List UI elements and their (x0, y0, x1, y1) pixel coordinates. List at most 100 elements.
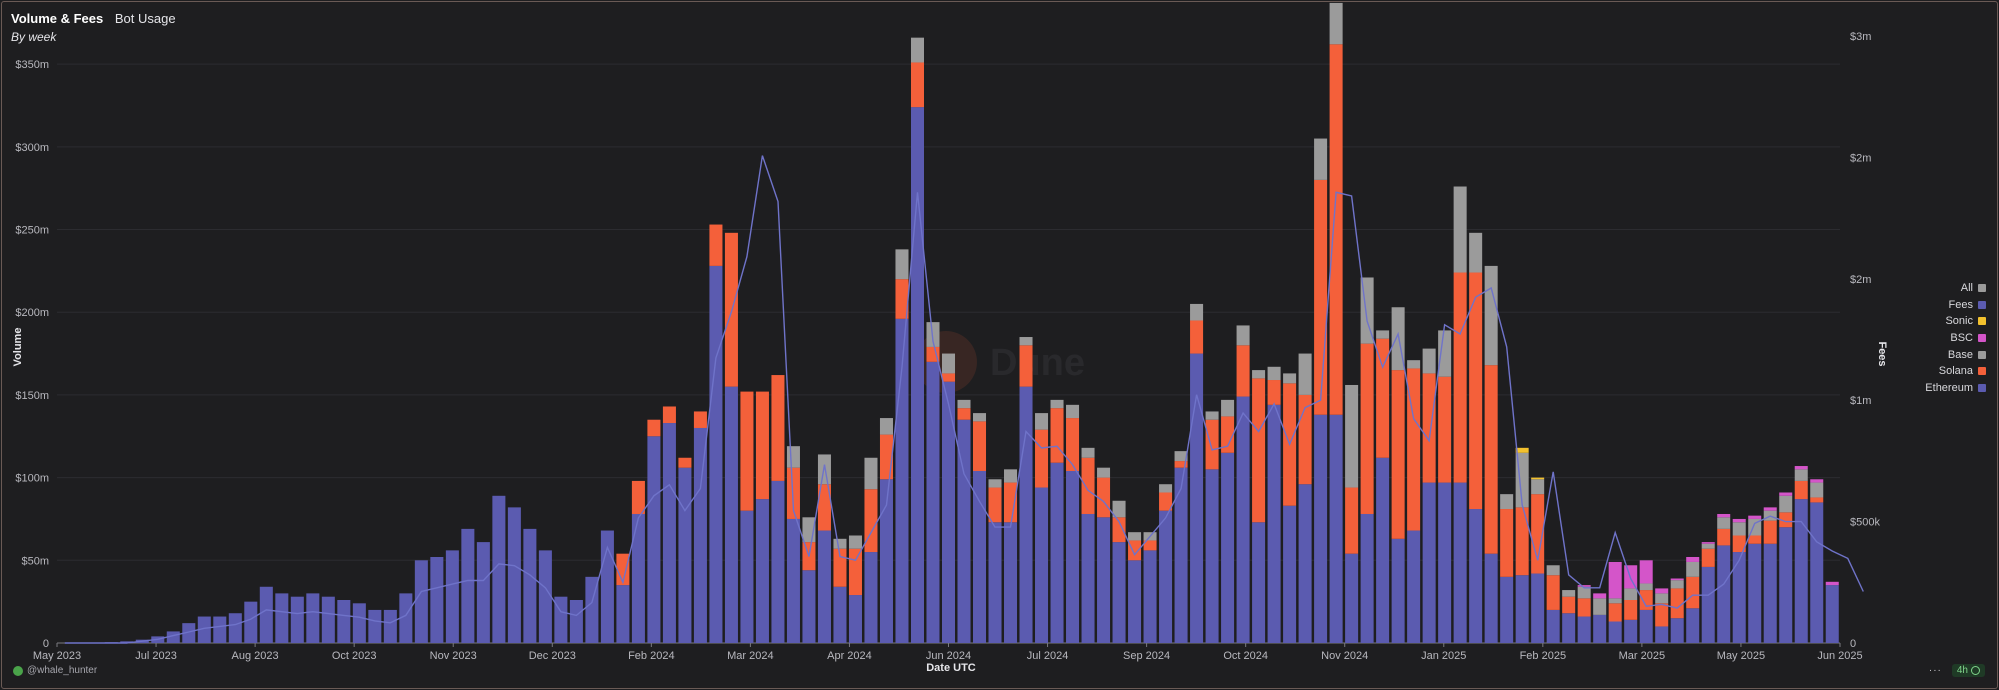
bar-ethereum (817, 530, 831, 643)
tab-bot-usage[interactable]: Bot Usage (114, 11, 176, 26)
bar-base (833, 538, 847, 549)
bar-solana (879, 434, 893, 480)
bar-ethereum (1174, 467, 1188, 643)
legend-item-sonic[interactable]: Sonic (1925, 313, 1986, 330)
bar-solana (1748, 535, 1762, 544)
bar-ethereum (1810, 502, 1824, 643)
bar-ethereum (1035, 487, 1049, 643)
bar-solana (1484, 365, 1498, 554)
bar-base (817, 454, 831, 485)
chart-subtitle: By week (11, 30, 57, 44)
bar-ethereum (306, 593, 320, 643)
watermark-text: Dune (990, 342, 1085, 384)
bar-solana (1779, 512, 1793, 528)
bar-solana (895, 279, 909, 319)
bar-ethereum (1081, 513, 1095, 643)
bar-ethereum (1500, 576, 1514, 643)
bar-ethereum (1748, 543, 1762, 643)
bar-base (1174, 451, 1188, 462)
bar-ethereum (414, 560, 428, 643)
bar-solana (941, 373, 956, 382)
bar-base (848, 535, 862, 549)
legend-item-bsc[interactable]: BSC (1925, 330, 1986, 347)
bar-ethereum (275, 593, 289, 643)
bar-base (1794, 469, 1808, 481)
bar-base (1438, 330, 1452, 377)
bar-ethereum (1128, 560, 1142, 643)
bar-solana (662, 406, 676, 424)
bar-solana (1174, 461, 1188, 468)
bar-ethereum (492, 495, 506, 643)
bar-ethereum (1717, 545, 1731, 643)
bar-solana (1345, 487, 1359, 554)
bar-ethereum (1159, 510, 1173, 643)
bar-ethereum (1438, 482, 1452, 643)
bar-base (1097, 467, 1111, 478)
legend-swatch (1978, 300, 1986, 309)
fees-line (64, 155, 1864, 644)
bar-solana (1190, 320, 1204, 354)
bar-ethereum (213, 616, 227, 643)
legend-item-fees[interactable]: Fees (1925, 297, 1986, 314)
bar-ethereum (941, 381, 956, 643)
x-tick-label: Aug 2023 (232, 650, 279, 662)
bar-base (1422, 348, 1436, 374)
legend-swatch (1978, 350, 1986, 359)
bar-solana (1562, 596, 1576, 614)
bar-ethereum (523, 528, 537, 643)
bar-solana (709, 224, 723, 266)
legend-item-solana[interactable]: Solana (1925, 363, 1986, 380)
bar-ethereum (368, 609, 382, 643)
bar-base (1500, 494, 1514, 510)
x-tick-label: Nov 2024 (1321, 650, 1368, 662)
bar-base (1608, 598, 1622, 604)
bar-solana (1066, 418, 1080, 471)
refresh-badge[interactable]: 4h (1951, 664, 1985, 677)
bar-base (1345, 384, 1359, 488)
bar-solana (1019, 345, 1033, 387)
bar-ethereum (972, 470, 987, 643)
bar-ethereum (879, 479, 893, 643)
y2-axis-label: Fees (1876, 341, 1888, 366)
bar-bsc (1670, 578, 1684, 581)
bar-solana (1360, 343, 1374, 514)
bar-ethereum (1624, 619, 1638, 643)
bar-solana (1221, 416, 1235, 453)
x-tick-label: Oct 2024 (1223, 650, 1268, 662)
bar-solana (1314, 179, 1328, 415)
bar-base (1732, 522, 1746, 536)
bar-ethereum (1314, 414, 1328, 643)
bar-ethereum (1593, 614, 1607, 643)
bar-ethereum (662, 423, 676, 643)
bar-ethereum (1732, 552, 1746, 643)
bar-ethereum (1453, 482, 1467, 643)
x-tick-label: Jun 2024 (926, 650, 971, 662)
more-options-icon[interactable]: ··· (1928, 665, 1942, 676)
bar-ethereum (1019, 386, 1033, 643)
bar-ethereum (833, 586, 847, 643)
bar-solana (1624, 599, 1638, 620)
bar-solana (1035, 429, 1049, 488)
bar-solana (1453, 272, 1467, 483)
bar-ethereum (197, 616, 211, 643)
y-tick-label: $200m (15, 307, 49, 319)
bar-ethereum (786, 518, 800, 643)
bar-solana (1686, 576, 1700, 609)
author-link[interactable]: @whale_hunter (13, 665, 97, 676)
bar-solana (1717, 528, 1731, 546)
bar-ethereum (910, 107, 925, 644)
bar-base (1081, 447, 1095, 458)
legend-item-all[interactable]: All (1925, 280, 1986, 297)
avatar (13, 665, 23, 676)
bar-solana (1531, 494, 1545, 574)
legend-item-ethereum[interactable]: Ethereum (1925, 380, 1986, 397)
bar-base (1329, 2, 1343, 45)
chart-title: Volume & Fees (11, 11, 104, 26)
legend-item-base[interactable]: Base (1925, 346, 1986, 363)
bar-base (1019, 337, 1033, 346)
refresh-icon (1971, 666, 1980, 675)
bar-base (879, 418, 893, 435)
y2-tick-label: $2m (1850, 152, 1871, 164)
bar-ethereum (1267, 404, 1281, 643)
bar-ethereum (1686, 608, 1700, 643)
